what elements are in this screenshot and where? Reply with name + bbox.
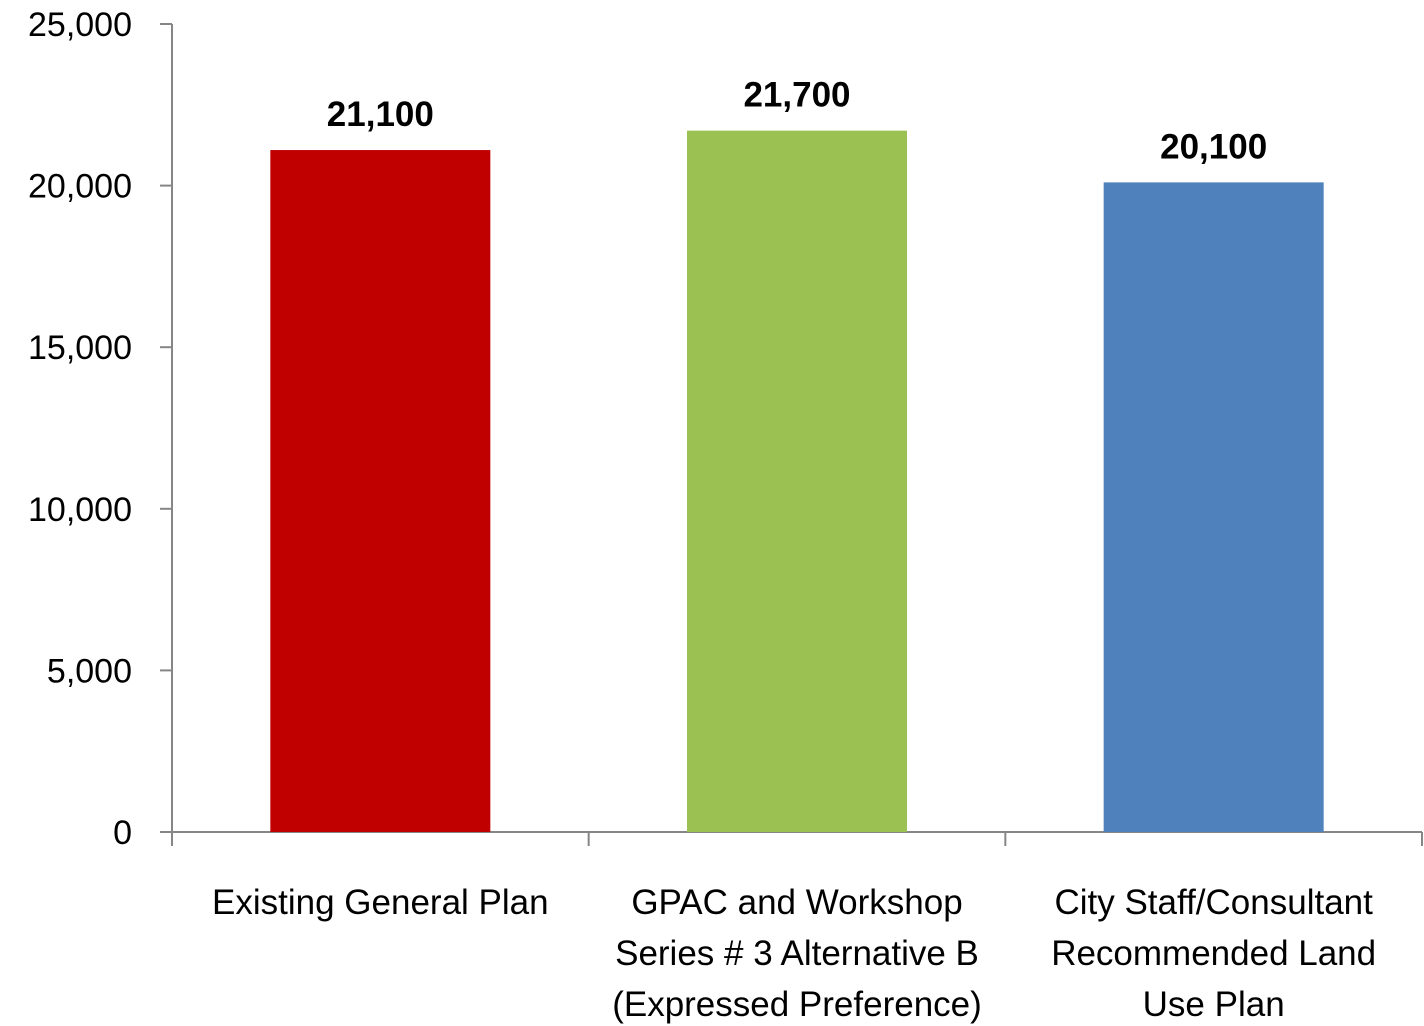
category-label-line: GPAC and Workshop [631,883,962,922]
category-label-line: Series # 3 Alternative B [615,934,979,973]
y-tick-label: 15,000 [28,329,132,367]
data-label: 20,100 [1160,127,1267,166]
category-label-line: Use Plan [1143,985,1285,1024]
data-label: 21,700 [743,76,850,115]
bar [687,130,907,832]
bar [1103,182,1324,833]
category-label: City Staff/Consultant Recommended Land Use… [1051,883,1376,1024]
category-label-line: Existing General Plan [212,883,549,922]
x-axis [171,831,1423,846]
category-label-line: Recommended Land [1051,934,1376,973]
category-label-line: City Staff/Consultant [1054,883,1373,922]
bars [270,130,1324,833]
category-label: GPAC and Workshop Series # 3 Alternative … [612,883,982,1024]
y-tick-label: 25,000 [28,6,132,44]
data-labels: 21,100 21,700 20,100 [327,76,1267,167]
y-tick-label: 10,000 [28,491,132,529]
y-tick-label: 20,000 [28,168,132,206]
y-tick-label: 0 [113,814,132,852]
y-axis: 0 5,000 10,000 15,000 20,000 25,000 [28,6,173,852]
bar [270,150,491,833]
y-tick-label: 5,000 [47,652,132,690]
category-labels: Existing General Plan GPAC and Workshop Se… [212,883,1376,1024]
category-label: Existing General Plan [212,883,549,922]
category-label-line: (Expressed Preference) [612,985,982,1024]
data-label: 21,100 [327,95,434,134]
